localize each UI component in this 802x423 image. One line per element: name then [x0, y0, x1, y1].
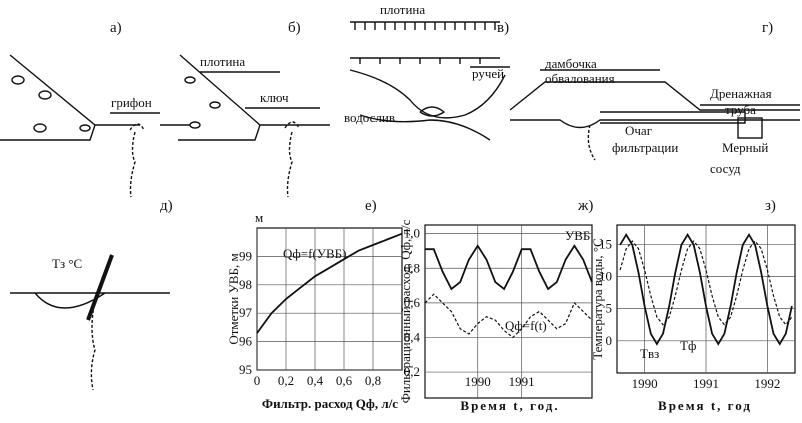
panel-label: з) — [765, 198, 776, 214]
y-tick-label: 95 — [239, 362, 252, 377]
panel-label: д) — [160, 198, 173, 214]
sketch-e: д) Tз °C — [10, 198, 173, 391]
panel-label: ж) — [577, 198, 593, 214]
series-label: УВБ — [565, 228, 590, 243]
sketch-c: в) плотина ручей водослив — [344, 2, 510, 141]
sketch-b: б) плотина ключ — [178, 20, 330, 198]
y-tick-label: 96 — [239, 334, 253, 349]
sketch-text: грифон — [111, 95, 152, 110]
sketch-text: ручей — [472, 66, 504, 81]
sketch-text: дамбочка — [545, 56, 597, 71]
y-tick-label: 0,4 — [404, 329, 421, 344]
y-axis-label: Фильтрационный расход, Qф, л/с — [398, 219, 413, 403]
panel-label: г) — [762, 20, 773, 36]
x-tick-label: 1991 — [693, 376, 719, 391]
series-line — [619, 232, 793, 346]
x-axis-label: Время t, год. — [460, 398, 559, 413]
sketch-d: г) дамбочка обвалования Дренажная труба … — [509, 20, 800, 176]
x-tick-label: 0,6 — [336, 373, 353, 388]
x-tick-label: 0 — [254, 373, 261, 388]
series-label: Qф=f(t) — [505, 318, 547, 333]
panel-label: а) — [110, 20, 122, 36]
y-tick-label: 1,0 — [404, 226, 420, 241]
y-unit: м — [255, 210, 263, 225]
x-tick-label: 1990 — [632, 376, 658, 391]
panel-label: в) — [497, 20, 509, 36]
series-line — [619, 240, 793, 326]
sketch-text: Мерный — [722, 140, 768, 155]
y-tick-label: 99 — [239, 248, 252, 263]
series-line — [424, 293, 593, 339]
x-tick-label: 0,4 — [307, 373, 324, 388]
series-line — [425, 244, 593, 291]
y-tick-label: 0,2 — [404, 364, 420, 379]
series-label: Qф=f(УВБ) — [283, 246, 346, 261]
sketch-text: Дренажная — [710, 86, 772, 101]
y-tick-label: 5 — [606, 301, 613, 316]
x-axis-label: Время t, год — [658, 398, 752, 413]
sketch-text: сосуд — [710, 161, 741, 176]
y-tick-label: 97 — [239, 305, 253, 320]
sketch-a: а) грифон — [0, 20, 190, 198]
sketch-text: Tз °C — [52, 256, 82, 271]
x-tick-label: 0,2 — [278, 373, 294, 388]
y-tick-label: 15 — [599, 236, 612, 251]
y-tick-label: 0,8 — [404, 260, 420, 275]
panel-label: б) — [288, 20, 301, 36]
x-tick-label: 1992 — [754, 376, 780, 391]
series-label: Tвз — [640, 346, 659, 361]
sketch-text: фильтрации — [612, 140, 678, 155]
y-tick-label: 0,6 — [404, 295, 421, 310]
sketch-text: водослив — [344, 110, 395, 125]
panel-label: е) — [365, 198, 377, 214]
y-tick-label: 10 — [599, 268, 612, 283]
x-axis-label: Фильтр. расход Qф, л/с — [262, 396, 398, 411]
sketch-text: ключ — [260, 90, 289, 105]
sketch-text: плотина — [200, 54, 245, 69]
series-label: Tф — [680, 338, 696, 353]
sketch-text: труба — [725, 102, 756, 117]
y-axis-label: Температура воды, °C — [590, 238, 605, 360]
plot-frame — [424, 224, 593, 399]
y-tick-label: 0 — [606, 333, 613, 348]
sketch-text: Очаг — [625, 123, 652, 138]
series-line — [256, 232, 403, 334]
sketch-text: плотина — [380, 2, 425, 17]
y-axis-label: Отметки УВБ, м — [226, 253, 241, 344]
y-tick-label: 98 — [239, 277, 252, 292]
sketch-text: обвалования — [545, 71, 615, 86]
x-tick-label: 0,8 — [365, 373, 381, 388]
